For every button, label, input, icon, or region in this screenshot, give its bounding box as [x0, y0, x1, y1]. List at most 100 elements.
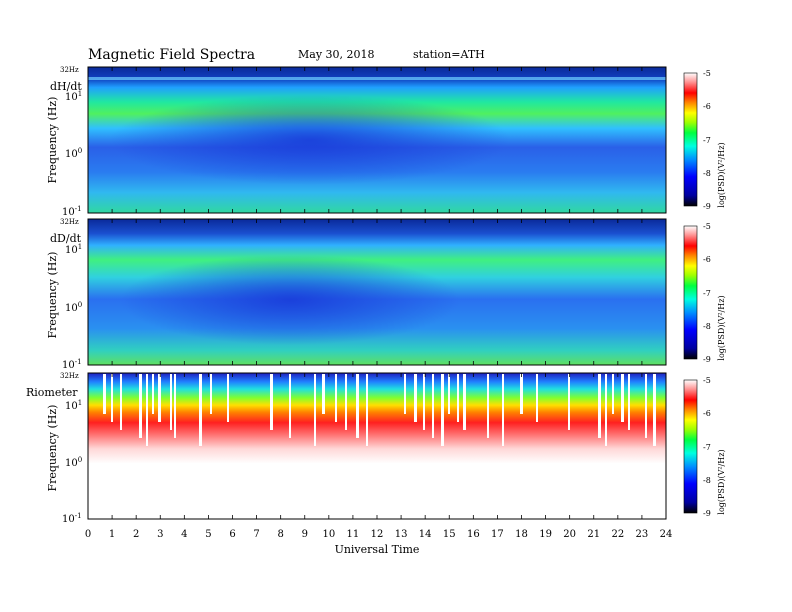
x-tick-label: 11	[347, 529, 360, 540]
ytick-label: 101	[65, 90, 82, 103]
data-gap	[289, 374, 291, 438]
data-gap	[335, 374, 337, 422]
cb-tick: -7	[703, 136, 711, 145]
data-gap	[404, 374, 406, 414]
data-gap	[103, 374, 106, 414]
colorbar-ticks-dd-dt: -5 -6 -7 -8 -9	[703, 222, 711, 364]
yticks-riometer: 101 100 10-1	[62, 399, 82, 525]
data-gap	[432, 374, 434, 438]
x-tick-label: 22	[611, 529, 624, 540]
panel-dd-dt: 32Hz dD/dt Frequency (Hz) 101 100 10-1 -…	[46, 218, 726, 371]
data-gap	[568, 374, 570, 430]
data-gap	[356, 374, 359, 438]
x-tick-label: 3	[157, 529, 163, 540]
quiet-region-dh-dt	[110, 95, 510, 185]
x-tick-label: 4	[181, 529, 187, 540]
colorbar-label-dh-dt: log(PSD)(V²/Hz)	[717, 142, 726, 207]
x-axis-ticks: 0 1 2 3 4 5 6 7 8 9 10 11 12 13 14 15 16 17 18 19 20 21 22 23 24	[85, 67, 672, 540]
x-tick-label: 5	[205, 529, 211, 540]
data-gap	[441, 374, 444, 446]
x-tick-label: 20	[563, 529, 576, 540]
data-gap	[322, 374, 325, 414]
ytick-label: 10-1	[62, 512, 82, 525]
ylabel-dh-dt: Frequency (Hz)	[46, 97, 59, 184]
data-gap	[621, 374, 624, 422]
data-gap	[598, 374, 601, 438]
cb-tick: -9	[703, 355, 711, 364]
data-gap	[463, 374, 466, 430]
x-tick-label: 10	[322, 529, 335, 540]
cb-tick: -8	[703, 322, 711, 331]
cb-tick: -7	[703, 289, 711, 298]
ylabel-riometer: Frequency (Hz)	[46, 405, 59, 492]
cb-tick: -5	[703, 69, 711, 78]
data-gap	[210, 374, 212, 414]
colorbar-label-dd-dt: log(PSD)(V²/Hz)	[717, 295, 726, 360]
top-label-dh-dt: 32Hz	[60, 66, 79, 74]
data-gap	[111, 374, 113, 422]
cb-tick: -9	[703, 202, 711, 211]
x-tick-label: 12	[371, 529, 384, 540]
x-tick-label: 14	[419, 529, 432, 540]
ytick-label: 101	[65, 243, 82, 256]
data-gap	[152, 374, 154, 414]
data-gap	[612, 374, 614, 414]
x-axis-label: Universal Time	[335, 543, 420, 556]
data-gap	[174, 374, 176, 438]
panel-dh-dt: 32Hz dH/dt Frequency (Hz) 101 100 10-1 -…	[46, 66, 726, 218]
cb-tick: -6	[703, 255, 711, 264]
x-tick-label: 21	[587, 529, 600, 540]
top-label-riometer: 32Hz	[60, 372, 79, 380]
data-gap	[199, 374, 202, 446]
x-tick-label: 15	[443, 529, 456, 540]
ytick-label: 100	[65, 301, 82, 314]
colorbar-dh-dt	[683, 72, 698, 207]
data-gap	[536, 374, 538, 422]
data-gap	[653, 374, 656, 446]
x-tick-label: 6	[229, 529, 235, 540]
data-gap	[520, 374, 523, 414]
ylabel-dd-dt: Frequency (Hz)	[46, 252, 59, 339]
cb-tick: -8	[703, 476, 711, 485]
data-gap	[414, 374, 417, 422]
cb-tick: -7	[703, 443, 711, 452]
x-tick-label: 2	[133, 529, 139, 540]
colorbar-riometer	[683, 379, 698, 514]
x-tick-label: 8	[277, 529, 283, 540]
data-gap	[158, 374, 161, 422]
quiet-region-dd-dt	[120, 255, 460, 345]
panel-label-dh-dt: dH/dt	[50, 80, 82, 93]
data-gap	[448, 374, 450, 414]
ytick-label: 100	[65, 456, 82, 469]
data-gap	[487, 374, 489, 438]
x-tick-label: 18	[515, 529, 528, 540]
x-tick-label: 23	[636, 529, 649, 540]
cb-tick: -6	[703, 409, 711, 418]
data-gap	[227, 374, 229, 422]
data-gap	[605, 374, 607, 446]
x-tick-label: 1	[109, 529, 115, 540]
data-gap	[366, 374, 368, 446]
x-tick-label: 13	[395, 529, 408, 540]
ytick-label: 10-1	[62, 205, 82, 218]
data-gap	[139, 374, 142, 438]
yticks-dh-dt: 101 100 10-1	[62, 90, 82, 218]
data-gap	[628, 374, 630, 430]
data-gap	[457, 374, 459, 422]
station-label: station=ATH	[413, 48, 485, 61]
ytick-label: 10-1	[62, 358, 82, 371]
x-tick-label: 9	[302, 529, 308, 540]
x-tick-label: 7	[253, 529, 259, 540]
x-tick-label: 16	[467, 529, 480, 540]
yticks-dd-dt: 101 100 10-1	[62, 243, 82, 371]
x-tick-label: 19	[539, 529, 552, 540]
data-gap	[146, 374, 148, 446]
cb-tick: -6	[703, 102, 711, 111]
data-gap	[270, 374, 273, 430]
x-tick-label: 17	[491, 529, 504, 540]
cb-tick: -5	[703, 376, 711, 385]
data-gap	[502, 374, 504, 446]
ytick-label: 101	[65, 399, 82, 412]
cb-tick: -8	[703, 169, 711, 178]
